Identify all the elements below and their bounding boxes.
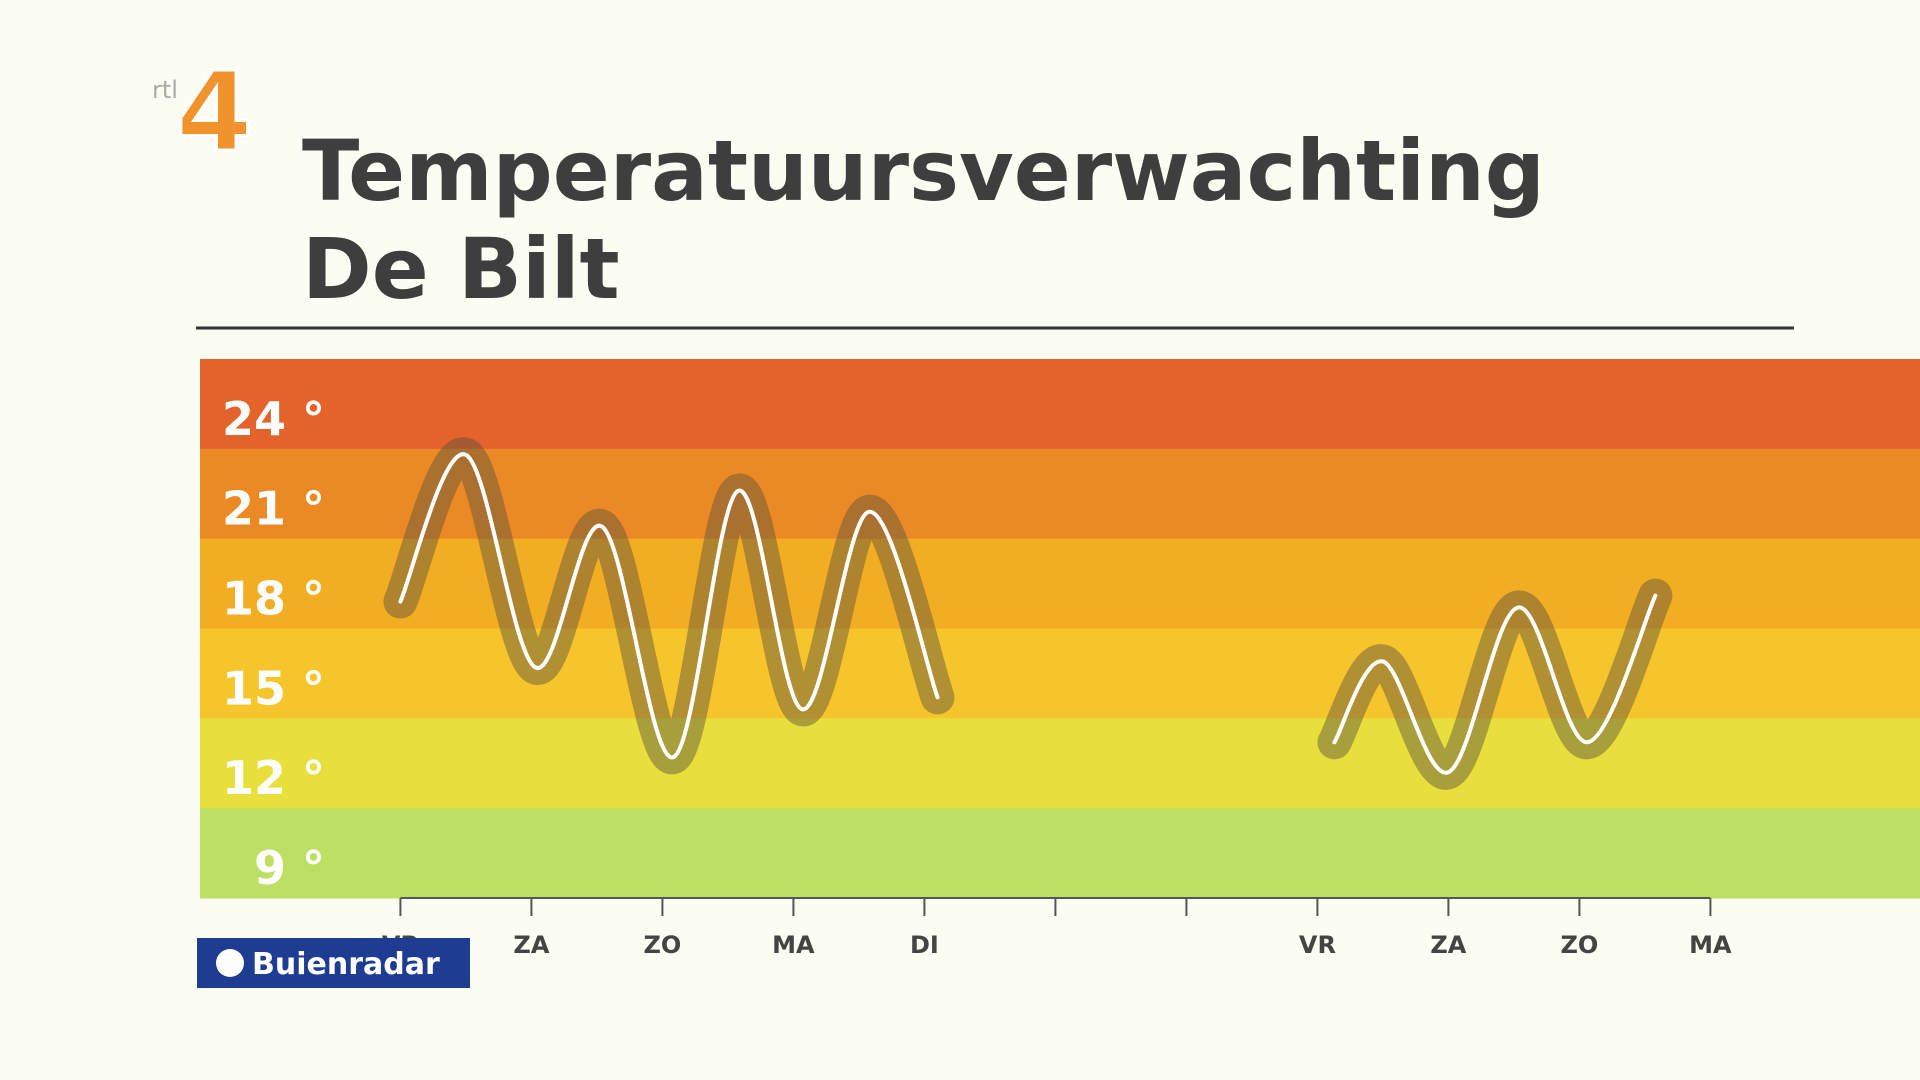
partner-name: Buienradar [252,947,440,982]
channel-number: 4 [176,48,253,176]
temperature-band [200,628,1920,719]
x-tick-label: MA [772,931,815,959]
x-tick-label: ZA [1430,931,1466,959]
chart-title: Temperatuursverwachting [302,122,1545,220]
y-tick-label: 18 ° [222,572,325,626]
temperature-line [398,452,1658,775]
x-tick-label: ZA [513,931,549,959]
temperature-band [200,718,1920,809]
y-tick-label: 9 ° [254,841,325,895]
x-tick-label: DI [910,931,939,959]
x-tick-label: VR [1299,931,1336,959]
y-tick-label: 15 ° [222,661,325,715]
temperature-band [200,538,1920,629]
chart-subtitle: De Bilt [302,220,620,318]
channel-prefix: rtl [152,76,178,104]
y-tick-label: 21 ° [222,482,325,536]
temperature-band [200,359,1920,450]
y-tick-label: 24 ° [222,392,325,446]
temperature-band [200,808,1920,899]
plot: 24 °21 °18 °15 °12 °9 °VRZAZOMADIVRZAZOM… [200,359,1920,959]
x-tick-label: MA [1689,931,1732,959]
x-tick-label: ZO [1560,931,1598,959]
partner-icon [216,949,244,977]
temperature-band [200,448,1920,540]
x-tick-label: ZO [644,931,682,959]
y-tick-label: 12 ° [222,751,325,805]
